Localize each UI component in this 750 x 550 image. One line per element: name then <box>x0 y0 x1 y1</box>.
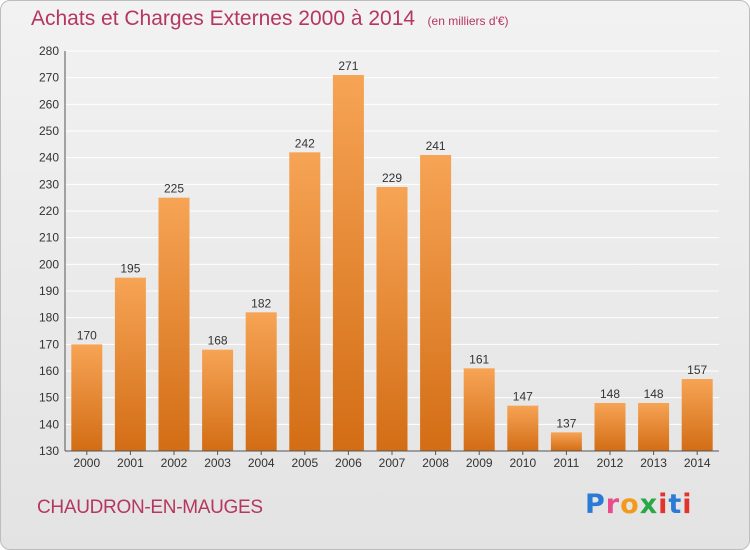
bar <box>245 312 277 451</box>
x-tick-label: 2001 <box>117 456 144 470</box>
bar-layer <box>71 75 713 452</box>
bar <box>638 403 670 451</box>
y-tick-label: 280 <box>39 44 59 58</box>
bar-value-label: 242 <box>295 136 315 150</box>
bar <box>114 277 146 451</box>
x-tick-label: 2003 <box>204 456 231 470</box>
bar-value-label: 225 <box>164 182 184 196</box>
y-tick-label: 160 <box>39 364 59 378</box>
y-tick-label: 200 <box>39 257 59 271</box>
bar-value-label: 168 <box>208 334 228 348</box>
y-tick-label: 260 <box>39 97 59 111</box>
chart-unit-note: (en milliers d'€) <box>427 14 509 28</box>
y-tick-label: 270 <box>39 71 59 85</box>
axis-layer: 130 140 150 160 170 180 190 200 210 220 230 240 250 2… <box>39 44 719 470</box>
x-tick-label: 2012 <box>597 456 624 470</box>
bar <box>332 75 364 451</box>
y-tick-label: 240 <box>39 151 59 165</box>
y-tick-label: 150 <box>39 391 59 405</box>
bar <box>202 349 234 451</box>
x-tick-label: 2010 <box>509 456 536 470</box>
x-tick-label: 2013 <box>640 456 667 470</box>
y-tick-label: 250 <box>39 124 59 138</box>
bar-value-label: 271 <box>338 59 358 73</box>
bar-value-label: 148 <box>600 387 620 401</box>
bar-value-label: 195 <box>120 262 140 276</box>
bar-value-label: 170 <box>77 328 97 342</box>
y-tick-label: 170 <box>39 337 59 351</box>
x-tick-label: 2006 <box>335 456 362 470</box>
y-tick-label: 190 <box>39 284 59 298</box>
y-tick-label: 140 <box>39 417 59 431</box>
bar <box>507 405 539 451</box>
bar-value-label: 157 <box>687 363 707 377</box>
bar <box>420 155 452 451</box>
x-tick-label: 2000 <box>73 456 100 470</box>
bar-value-label: 148 <box>644 387 664 401</box>
bar-value-label: 182 <box>251 296 271 310</box>
bar <box>463 368 495 451</box>
x-tick-label: 2011 <box>553 456 579 470</box>
bar <box>550 432 582 451</box>
x-tick-label: 2009 <box>466 456 493 470</box>
y-tick-label: 180 <box>39 311 59 325</box>
bar <box>71 344 103 451</box>
x-tick-label: 2007 <box>379 456 406 470</box>
x-tick-label: 2005 <box>291 456 318 470</box>
bar <box>158 197 190 451</box>
chart-title: Achats et Charges Externes 2000 à 2014 (… <box>31 7 509 31</box>
x-tick-label: 2014 <box>684 456 711 470</box>
bar-value-label: 147 <box>513 390 533 404</box>
bar-value-label: 229 <box>382 171 402 185</box>
bar <box>681 379 713 451</box>
commune-name: CHAUDRON-EN-MAUGES <box>37 497 263 518</box>
x-tick-label: 2008 <box>422 456 449 470</box>
bar <box>376 187 408 451</box>
bar <box>594 403 626 451</box>
bar-value-label: 137 <box>556 416 576 430</box>
bar <box>289 152 321 452</box>
y-tick-label: 230 <box>39 177 59 191</box>
y-tick-label: 210 <box>39 231 59 245</box>
bar-value-label: 161 <box>469 352 489 366</box>
x-tick-label: 2004 <box>248 456 275 470</box>
proxiti-logo: Proxiti <box>585 489 693 520</box>
chart-title-text: Achats et Charges Externes 2000 à 2014 <box>31 7 416 30</box>
x-tick-label: 2002 <box>161 456 188 470</box>
y-tick-label: 130 <box>39 444 59 458</box>
bar-value-label: 241 <box>426 139 446 153</box>
y-tick-label: 220 <box>39 204 59 218</box>
